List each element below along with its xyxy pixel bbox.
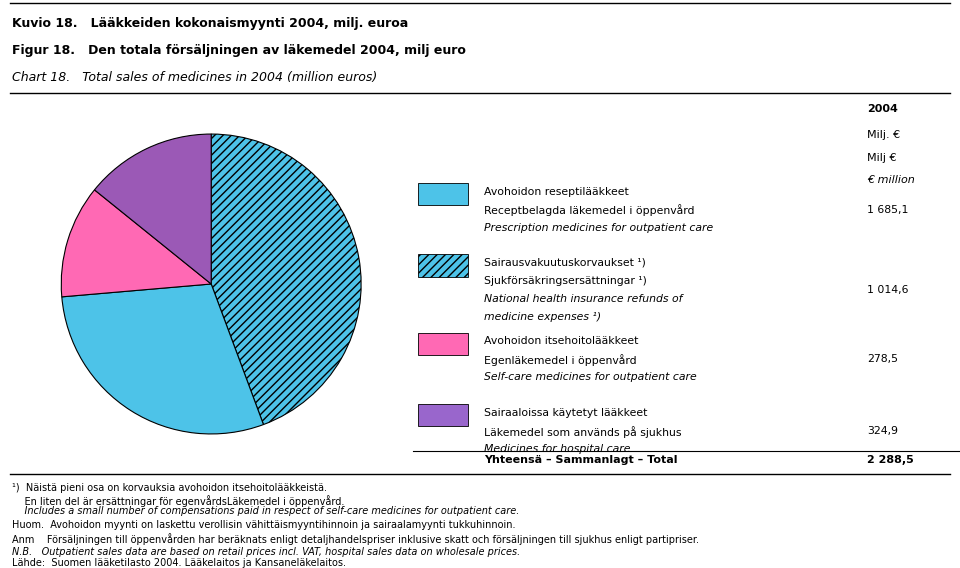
FancyBboxPatch shape	[419, 333, 468, 355]
Text: Avohoidon itsehoitolääkkeet: Avohoidon itsehoitolääkkeet	[484, 336, 638, 346]
Text: Milj €: Milj €	[867, 153, 897, 163]
FancyBboxPatch shape	[419, 183, 468, 205]
Text: 1 014,6: 1 014,6	[867, 285, 908, 295]
Text: National health insurance refunds of: National health insurance refunds of	[484, 294, 683, 304]
Text: Figur 18.   Den totala försäljningen av läkemedel 2004, milj euro: Figur 18. Den totala försäljningen av lä…	[12, 44, 466, 57]
Text: 278,5: 278,5	[867, 354, 898, 365]
Text: Läkemedel som används på sjukhus: Läkemedel som används på sjukhus	[484, 425, 682, 437]
Wedge shape	[61, 190, 211, 297]
Text: Anm    Försäljningen till öppenvården har beräknats enligt detaljhandelspriser i: Anm Försäljningen till öppenvården har b…	[12, 533, 699, 545]
Text: Sjukförsäkringsersättningar ¹): Sjukförsäkringsersättningar ¹)	[484, 275, 647, 286]
Text: 2004: 2004	[867, 104, 898, 114]
Text: medicine expenses ¹): medicine expenses ¹)	[484, 312, 601, 321]
Text: 324,9: 324,9	[867, 425, 898, 436]
Text: Sairaaloissa käytetyt lääkkeet: Sairaaloissa käytetyt lääkkeet	[484, 408, 647, 417]
Text: Chart 18.   Total sales of medicines in 2004 (million euros): Chart 18. Total sales of medicines in 20…	[12, 72, 376, 85]
Text: Self-care medicines for outpatient care: Self-care medicines for outpatient care	[484, 373, 697, 382]
Text: € million: € million	[867, 176, 915, 185]
Text: Avohoidon reseptilääkkeet: Avohoidon reseptilääkkeet	[484, 186, 629, 197]
Text: Milj. €: Milj. €	[867, 130, 900, 140]
Text: N.B.   Outpatient sales data are based on retail prices incl. VAT, hospital sale: N.B. Outpatient sales data are based on …	[12, 547, 519, 557]
Wedge shape	[61, 284, 263, 434]
Text: Lähde:  Suomen lääketilasto 2004. Lääkelaitos ja Kansaneläkelaitos.: Lähde: Suomen lääketilasto 2004. Lääkela…	[12, 558, 346, 568]
FancyBboxPatch shape	[419, 404, 468, 427]
Wedge shape	[211, 134, 361, 424]
Text: Egenläkemedel i öppenvård: Egenläkemedel i öppenvård	[484, 354, 636, 366]
Text: ¹)  Näistä pieni osa on korvauksia avohoidon itsehoitolääkkeistä.: ¹) Näistä pieni osa on korvauksia avohoi…	[12, 483, 326, 493]
Text: 2 288,5: 2 288,5	[867, 454, 914, 465]
Text: Includes a small number of compensations paid in respect of self-care medicines : Includes a small number of compensations…	[12, 506, 519, 516]
Text: Prescription medicines for outpatient care: Prescription medicines for outpatient ca…	[484, 223, 713, 232]
Text: Medicines for hospital care: Medicines for hospital care	[484, 444, 631, 454]
Text: Kuvio 18.   Lääkkeiden kokonaismyynti 2004, milj. euroa: Kuvio 18. Lääkkeiden kokonaismyynti 2004…	[12, 18, 408, 30]
Wedge shape	[94, 134, 211, 284]
Text: Sairausvakuutuskorvaukset ¹): Sairausvakuutuskorvaukset ¹)	[484, 258, 646, 268]
Text: 1 685,1: 1 685,1	[867, 204, 908, 215]
Text: Huom.  Avohoidon myynti on laskettu verollisin vähittäismyyntihinnoin ja sairaal: Huom. Avohoidon myynti on laskettu verol…	[12, 520, 515, 530]
Text: En liten del är ersättningar för egenvårdsLäkemedel i öppenvård.: En liten del är ersättningar för egenvår…	[12, 495, 344, 507]
Text: Yhteensä – Sammanlagt – Total: Yhteensä – Sammanlagt – Total	[484, 454, 678, 465]
FancyBboxPatch shape	[419, 254, 468, 277]
Text: Receptbelagda läkemedel i öppenvård: Receptbelagda läkemedel i öppenvård	[484, 204, 694, 216]
